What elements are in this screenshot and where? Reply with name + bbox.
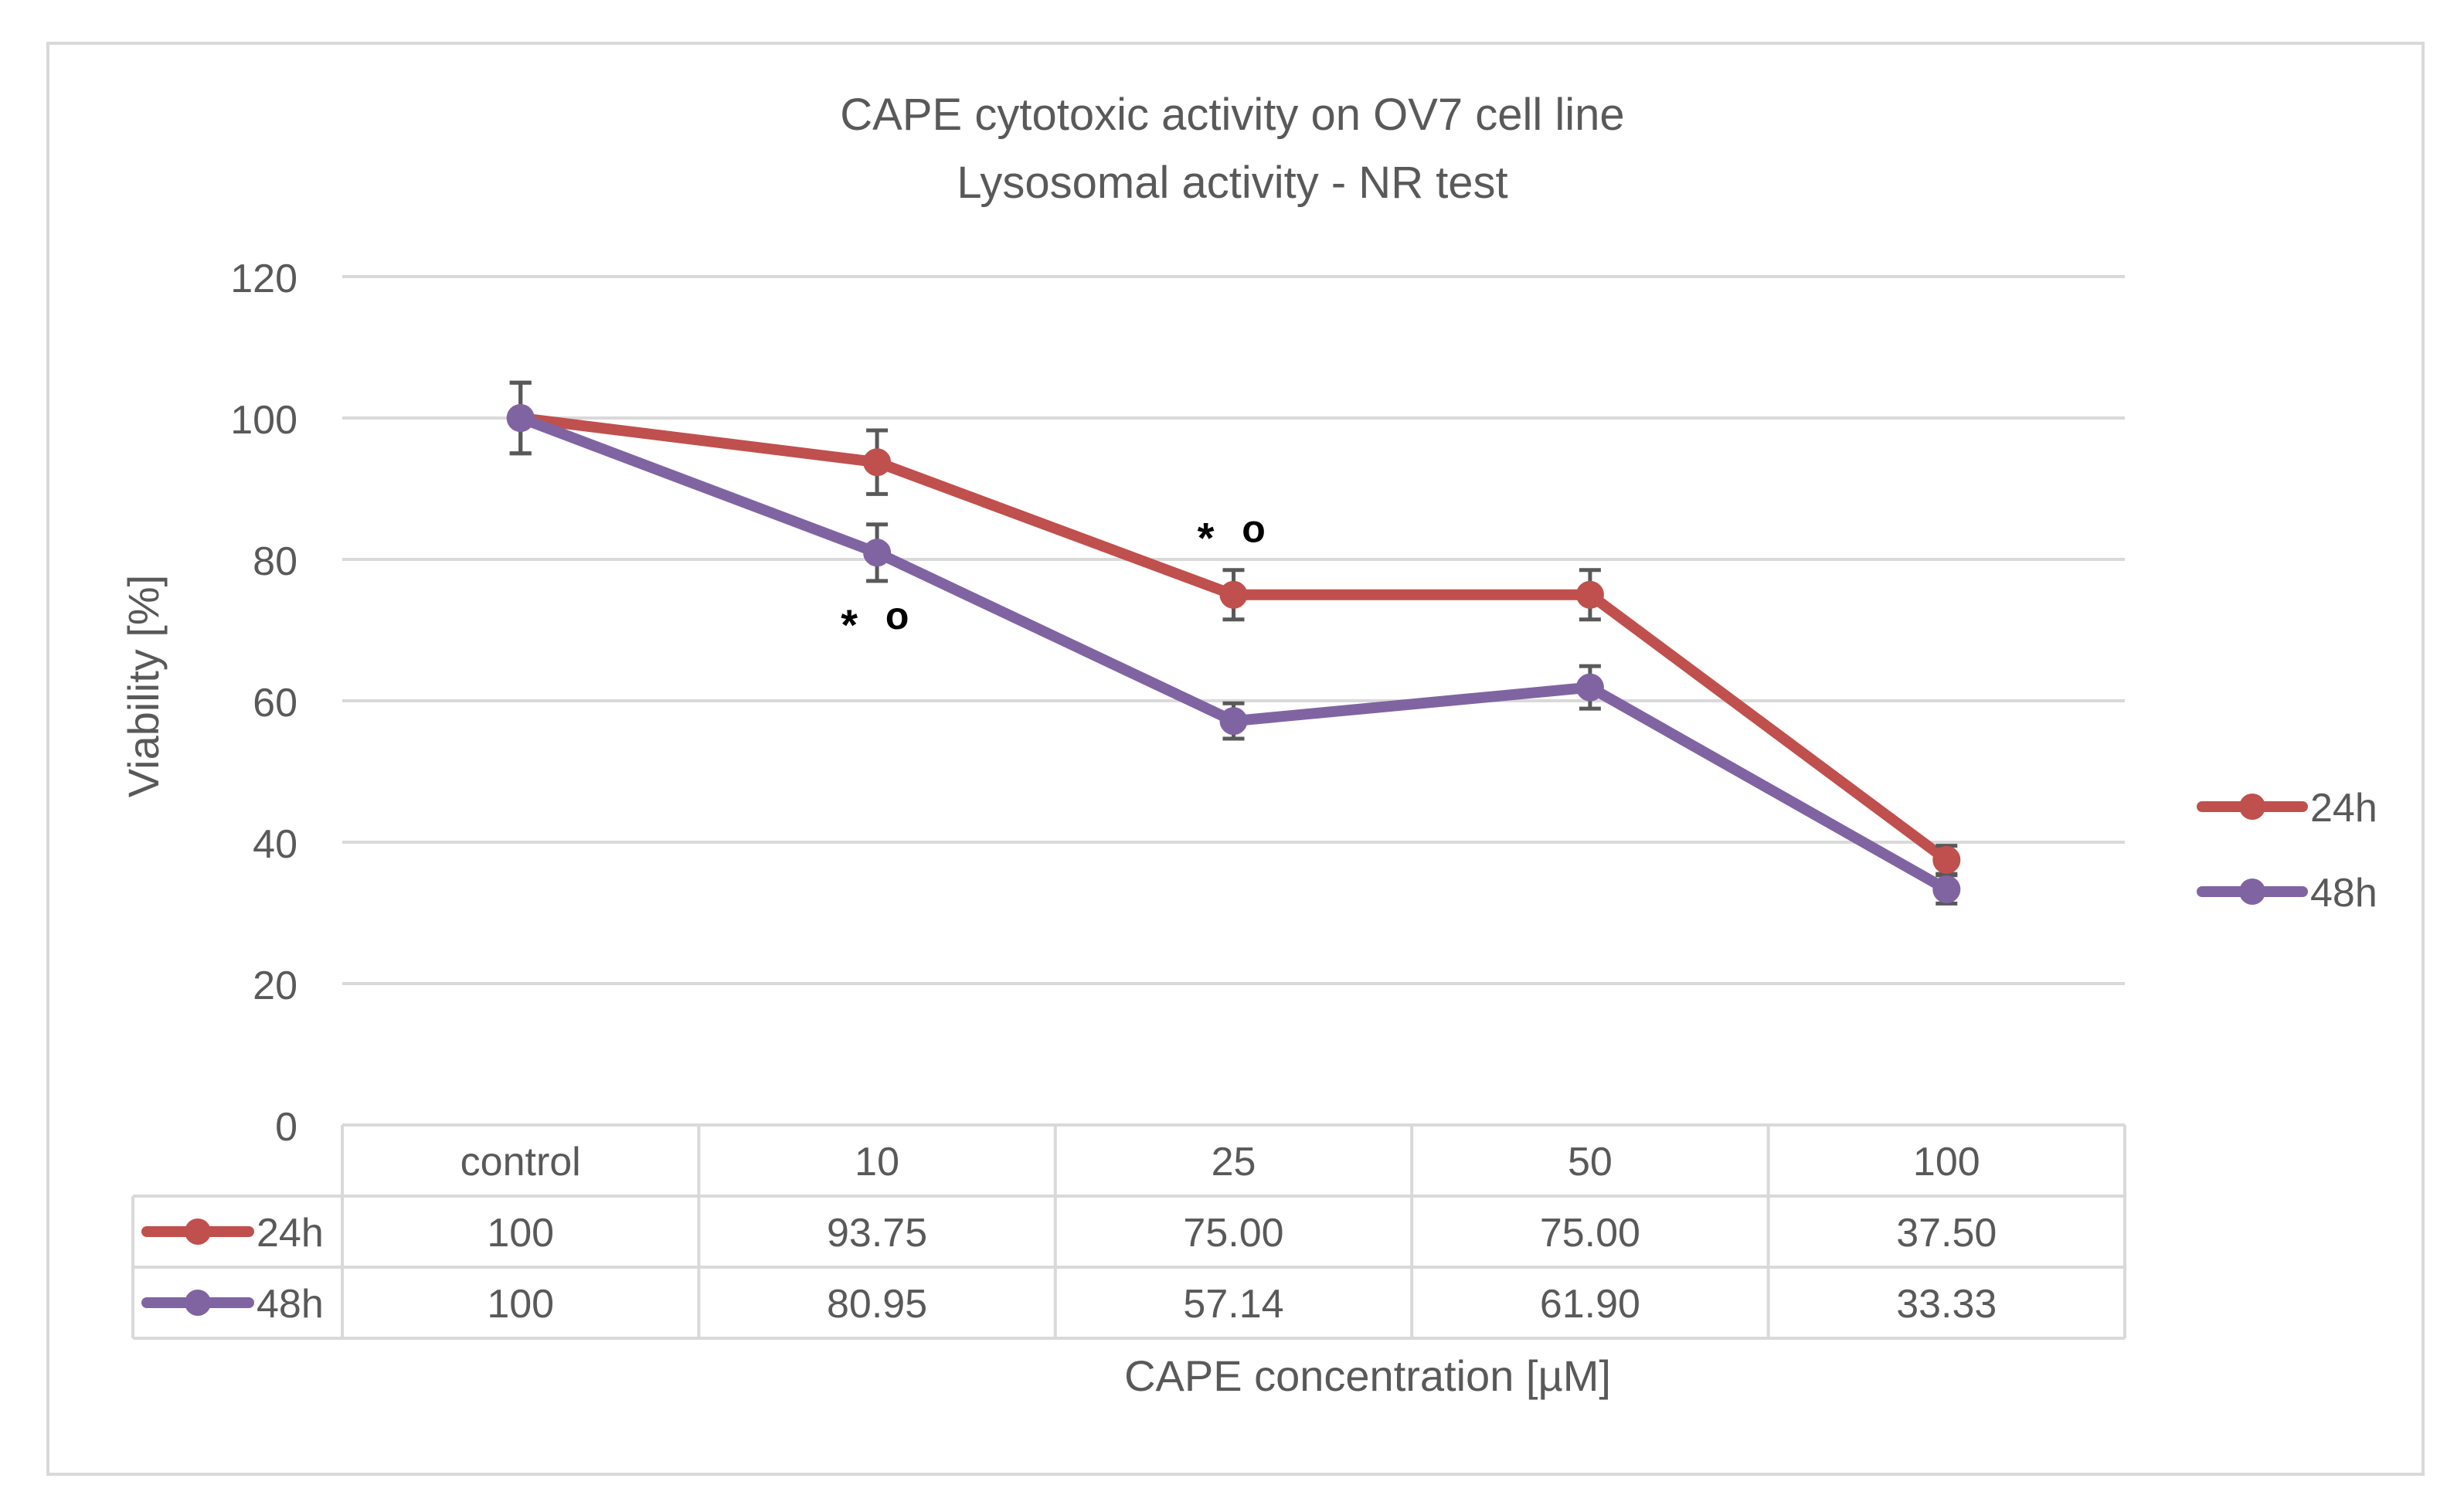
data-label-24h-10: 93.75 [827, 1211, 927, 1256]
annotation-circle-0: o [1242, 508, 1266, 551]
data-label-24h-control: 100 [487, 1211, 554, 1256]
table-legend-label-24h: 24h [257, 1211, 324, 1256]
y-tick-label-100: 100 [230, 398, 297, 443]
x-tick-label-100: 100 [1913, 1140, 1980, 1184]
x-tick-label-25: 25 [1212, 1140, 1256, 1184]
annotation-asterisk-1: * [841, 600, 858, 649]
table-legend-label-48h: 48h [257, 1282, 324, 1327]
legend-marker-24h [2239, 794, 2265, 820]
point-24h-100 [1932, 845, 1961, 874]
data-label-48h-25: 57.14 [1183, 1282, 1283, 1327]
point-24h-10 [863, 448, 892, 477]
y-tick-label-80: 80 [253, 539, 297, 584]
legend-entry-24h: 24h [2197, 786, 2377, 831]
data-label-48h-100: 33.33 [1896, 1282, 1997, 1327]
data-label-24h-50: 75.00 [1540, 1211, 1640, 1256]
annotation-circle-1: o [885, 594, 909, 637]
table-legend-marker-48h [185, 1290, 211, 1316]
data-label-24h-25: 75.00 [1183, 1211, 1283, 1256]
data-label-48h-50: 61.90 [1540, 1282, 1640, 1327]
chart-frame [46, 42, 2425, 1476]
chart-title-line-2: Lysosomal activity - NR test [957, 158, 1507, 208]
point-48h-100 [1932, 875, 1961, 904]
y-tick-label-120: 120 [230, 257, 297, 301]
data-label-48h-control: 100 [487, 1282, 554, 1327]
point-24h-25 [1219, 580, 1248, 609]
table-legend-marker-24h [185, 1218, 211, 1245]
legend-label-24h: 24h [2310, 786, 2377, 831]
y-tick-label-20: 20 [253, 964, 297, 1008]
x-tick-label-control: control [461, 1140, 581, 1184]
data-label-48h-10: 80.95 [827, 1282, 927, 1327]
x-axis-label: CAPE concentration [µM] [1124, 1351, 1611, 1400]
point-48h-10 [863, 539, 892, 567]
legend-marker-48h [2239, 879, 2265, 905]
x-tick-label-50: 50 [1568, 1140, 1613, 1184]
point-48h-50 [1575, 673, 1604, 702]
y-axis-label: Viability [%] [119, 575, 168, 797]
y-tick-label-60: 60 [253, 681, 297, 726]
point-24h-50 [1575, 580, 1604, 609]
legend-entry-48h: 48h [2197, 871, 2377, 916]
x-tick-label-10: 10 [855, 1140, 899, 1184]
chart-title-line-1: CAPE cytotoxic activity on OV7 cell line [840, 90, 1624, 140]
annotation-asterisk-0: * [1198, 514, 1215, 562]
point-48h-25 [1219, 707, 1248, 736]
point-48h-control [506, 404, 535, 432]
legend-label-48h: 48h [2310, 871, 2377, 916]
data-label-24h-100: 37.50 [1896, 1211, 1997, 1256]
y-tick-label-0: 0 [275, 1105, 297, 1150]
y-tick-label-40: 40 [253, 822, 297, 867]
